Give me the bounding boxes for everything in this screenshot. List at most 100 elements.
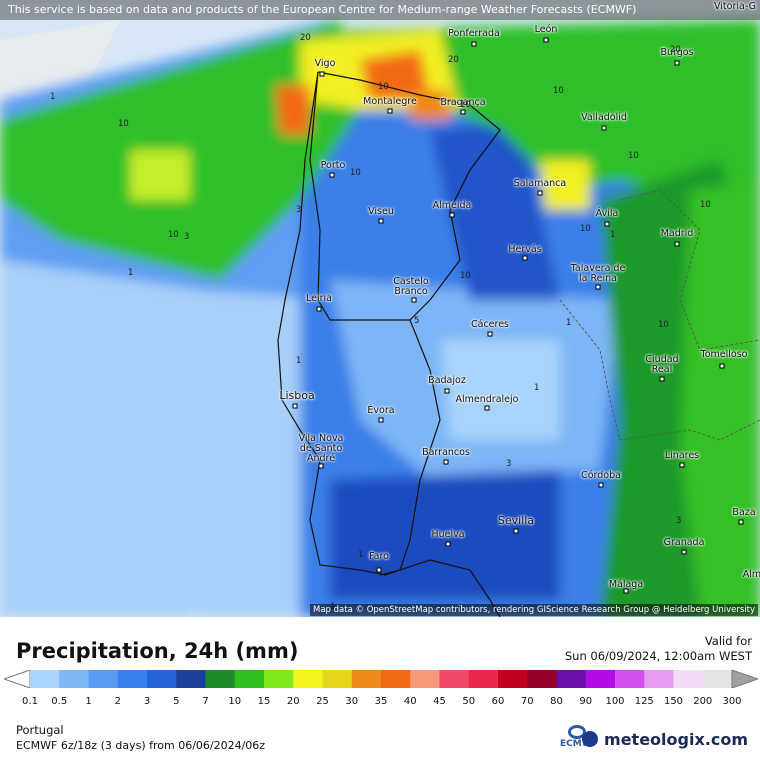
city-cordoba[interactable]: Córdoba <box>581 470 621 481</box>
precipitation-map[interactable]: This service is based on data and produc… <box>0 0 760 617</box>
city-marker <box>623 588 629 594</box>
scale-tick-label: 300 <box>722 696 742 707</box>
city-ponferrada[interactable]: Ponferrada <box>448 28 500 39</box>
city-malaga[interactable]: Málaga <box>608 579 644 590</box>
rain-orange-area <box>360 50 430 100</box>
scale-tick-label: 2 <box>114 696 121 707</box>
rain-orange-area <box>410 90 450 120</box>
city-marker <box>543 37 549 43</box>
city-marker <box>376 567 382 573</box>
city-marker <box>445 541 451 547</box>
scale-tick-label: 10 <box>228 696 242 707</box>
city-badajoz[interactable]: Badajoz <box>428 375 466 386</box>
contour-label: 1 <box>610 230 616 240</box>
city-lisboa[interactable]: Lisboa <box>279 389 315 402</box>
scale-tick-label: 125 <box>634 696 654 707</box>
contour-label: 1 <box>296 356 302 366</box>
scale-swatch <box>615 670 645 688</box>
city-marker <box>444 388 450 394</box>
city-marker <box>738 519 744 525</box>
scale-tick-label: 60 <box>491 696 505 707</box>
city-leon[interactable]: León <box>534 24 558 35</box>
city-evora[interactable]: Évora <box>367 405 395 416</box>
contour-label: 10 <box>460 100 471 110</box>
rain-heavy-area <box>330 470 560 600</box>
scale-swatch <box>30 670 60 688</box>
city-valladolid[interactable]: Valladolid <box>581 112 627 123</box>
scale-swatch <box>527 670 557 688</box>
scale-swatch <box>205 670 236 688</box>
city-avila[interactable]: Ávila <box>595 208 619 219</box>
city-leiria[interactable]: Leiria <box>306 293 332 304</box>
valid-date: Sun 06/09/2024, 12:00am WEST <box>564 649 752 663</box>
city-alm[interactable]: Alm <box>742 569 760 580</box>
city-tomelloso[interactable]: Tomelloso <box>700 349 748 360</box>
legend-panel: Precipitation, 24h (mm) Valid for Sun 06… <box>0 617 760 760</box>
contour-label: 1 <box>566 318 572 328</box>
city-marker <box>318 463 324 469</box>
city-faro[interactable]: Faro <box>369 551 389 562</box>
rain-light-area <box>0 240 320 617</box>
border-portugal-spain <box>309 71 441 576</box>
city-marker <box>471 41 477 47</box>
city-vila-nova[interactable]: Vila Nova de Santo André <box>298 433 344 464</box>
city-marker <box>387 108 393 114</box>
city-ciudad-real[interactable]: Ciudad Real <box>645 354 679 375</box>
city-porto[interactable]: Porto <box>320 160 346 171</box>
city-salamanca[interactable]: Salamanca <box>513 178 567 189</box>
city-braganca[interactable]: Bragança <box>440 97 486 108</box>
contour-label: 10 <box>460 271 471 281</box>
scale-swatch <box>585 670 616 688</box>
meteologix-brand[interactable]: meteologix.com <box>582 730 748 749</box>
scale-tick-label: 1 <box>85 696 92 707</box>
scale-tick-label: 45 <box>433 696 446 707</box>
city-barrancos[interactable]: Barrancos <box>422 447 470 458</box>
contour-label: 3 <box>296 205 302 215</box>
meteologix-brand-text: meteologix.com <box>604 730 748 749</box>
city-baza[interactable]: Baza <box>732 507 756 518</box>
city-talavera[interactable]: Talavera de la Reina <box>570 263 626 284</box>
city-madrid[interactable]: Madrid <box>660 228 694 239</box>
city-caceres[interactable]: Cáceres <box>470 319 510 330</box>
city-hervas[interactable]: Hervás <box>508 244 542 255</box>
contour-label: 5 <box>414 316 420 326</box>
city-almendralejo[interactable]: Almendralejo <box>455 394 519 405</box>
map-attribution[interactable]: Map data © OpenStreetMap contributors, r… <box>310 604 758 616</box>
scale-swatch <box>644 670 674 688</box>
city-montalegre[interactable]: Montalegre <box>363 96 417 107</box>
scale-swatch <box>234 670 265 688</box>
contour-label: 3 <box>676 516 682 526</box>
color-scale-bar <box>4 670 758 688</box>
scale-swatch <box>293 670 323 688</box>
city-linares[interactable]: Linares <box>664 450 700 461</box>
contour-label: 10 <box>553 86 564 96</box>
city-burgos[interactable]: Burgos <box>660 47 694 58</box>
scale-swatch <box>117 670 148 688</box>
city-sevilla[interactable]: Sevilla <box>497 514 535 527</box>
city-viseu[interactable]: Viseu <box>368 206 394 217</box>
city-marker <box>595 284 601 290</box>
city-granada[interactable]: Granada <box>663 537 705 548</box>
scale-swatch <box>322 670 353 688</box>
city-marker <box>674 241 680 247</box>
scale-tick-label: 150 <box>663 696 684 707</box>
city-castelo-branco[interactable]: Castelo Branco <box>393 276 429 297</box>
city-vigo[interactable]: Vigo <box>314 58 336 69</box>
city-huelva[interactable]: Huelva <box>431 529 465 540</box>
scale-tick-label: 0.5 <box>51 696 68 707</box>
scale-tick-label: 80 <box>550 696 563 707</box>
city-marker <box>443 459 449 465</box>
city-almeida[interactable]: Almeida <box>432 200 472 211</box>
contour-label: 3 <box>184 232 190 242</box>
scale-tick-label: 100 <box>605 696 625 707</box>
city-marker <box>319 71 325 77</box>
ecmwf-logo-text: ECMWF <box>560 739 598 749</box>
city-marker <box>598 482 604 488</box>
contour-label: 10 <box>168 230 179 240</box>
city-marker <box>487 331 493 337</box>
scale-tick-label: 20 <box>286 696 300 707</box>
contour-label: 20 <box>448 55 459 65</box>
scale-swatch <box>410 670 440 688</box>
city-marker <box>604 221 610 227</box>
scale-tick-label: 200 <box>693 696 713 707</box>
